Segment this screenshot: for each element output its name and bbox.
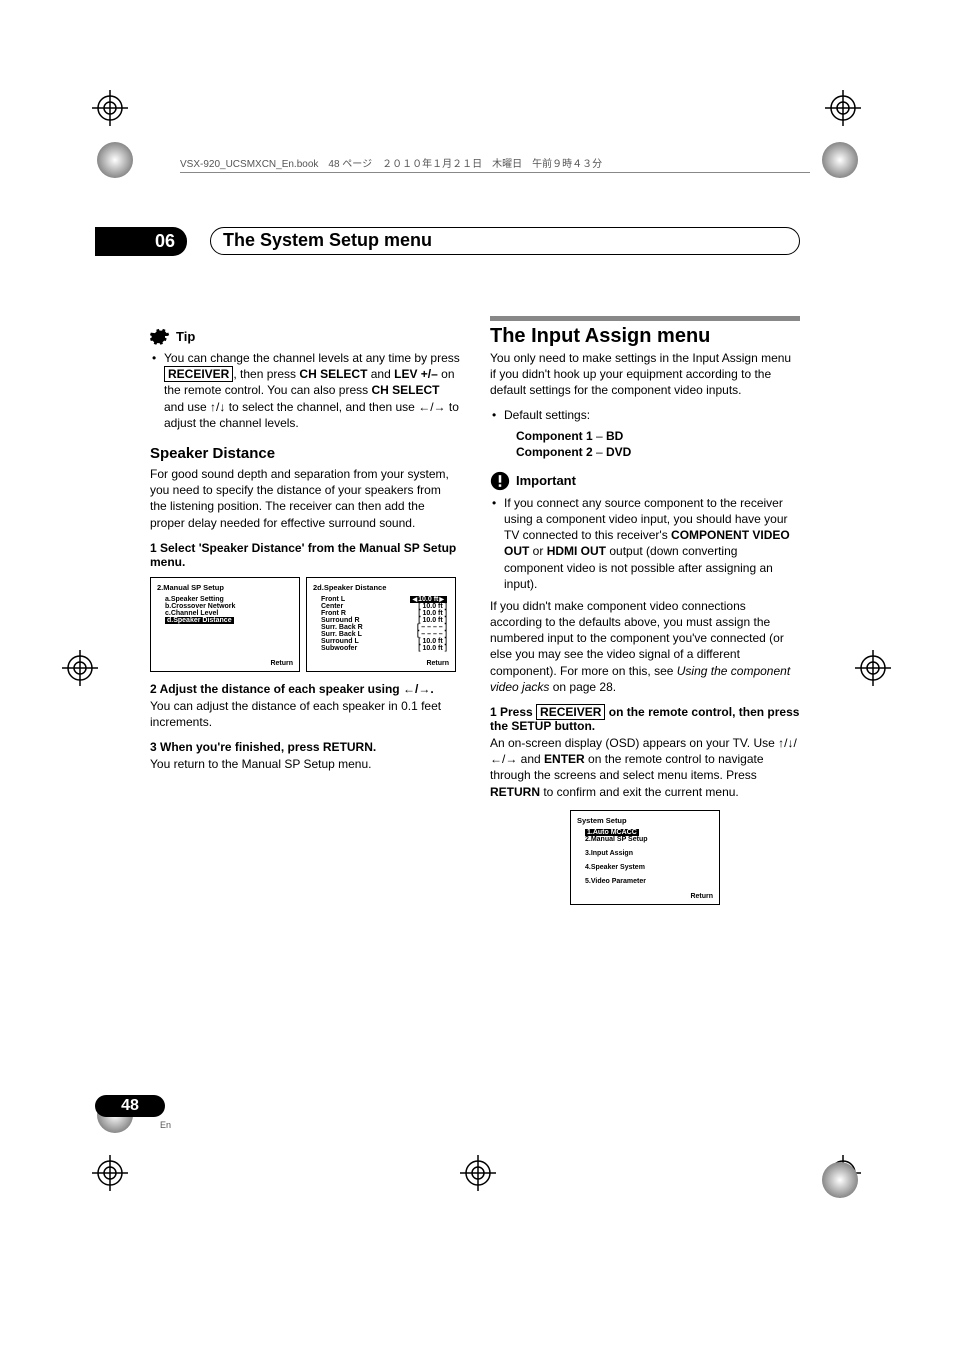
right-column: The Input Assign menu You only need to m…: [490, 326, 800, 905]
exclamation-icon: [490, 471, 510, 491]
osd-manual-sp-setup: 2.Manual SP Setup a.Speaker Setting b.Cr…: [150, 577, 300, 672]
chapter-title: The System Setup menu: [223, 230, 432, 250]
corner-circle-icon: [820, 140, 860, 180]
important-label: Important: [516, 473, 576, 488]
up-arrow-icon: ↑: [778, 736, 784, 750]
defaults-bullet: Default settings:: [504, 407, 800, 423]
right-step-1: 1 Press RECEIVER on the remote control, …: [490, 705, 800, 733]
para-component-assign: If you didn't make component video conne…: [490, 598, 800, 695]
left-arrow-icon: ←: [490, 752, 502, 766]
gear-icon: [150, 326, 170, 346]
right-arrow-icon: →: [418, 682, 430, 696]
reg-mark-icon: [855, 650, 891, 686]
input-assign-heading: The Input Assign menu: [490, 316, 800, 348]
tip-bullet: You can change the channel levels at any…: [164, 350, 460, 431]
left-arrow-icon: ←: [418, 400, 430, 414]
step-3: 3 When you're finished, press RETURN.: [150, 740, 460, 754]
reg-mark-icon: [460, 1155, 496, 1191]
reg-mark-icon: [92, 1155, 128, 1191]
step-2: 2 Adjust the distance of each speaker us…: [150, 682, 460, 696]
chapter-bar: 06 The System Setup menu: [150, 230, 800, 256]
sd-intro: For good sound depth and separation from…: [150, 466, 460, 531]
right-arrow-icon: →: [434, 400, 446, 414]
page-lang: En: [160, 1120, 171, 1130]
osd-system-setup: System Setup 1.Auto MCACC2.Manual SP Set…: [570, 810, 720, 905]
osd-speaker-distance: 2d.Speaker Distance Front L10.0 ftCenter…: [306, 577, 456, 672]
important-bullet: If you connect any source component to t…: [504, 495, 800, 592]
corner-circle-icon: [95, 140, 135, 180]
left-column: Tip You can change the channel levels at…: [150, 326, 460, 905]
reg-mark-icon: [825, 90, 861, 126]
step-1: 1 Select 'Speaker Distance' from the Man…: [150, 541, 460, 569]
receiver-key: RECEIVER: [536, 704, 605, 720]
component-1-line: Component 1 – BD: [516, 429, 800, 443]
input-assign-intro: You only need to make settings in the In…: [490, 350, 800, 399]
step-3-body: You return to the Manual SP Setup menu.: [150, 756, 460, 772]
reg-mark-icon: [62, 650, 98, 686]
right-arrow-icon: →: [505, 752, 517, 766]
book-header: VSX-920_UCSMXCN_En.book 48 ページ ２０１０年１月２１…: [180, 155, 810, 173]
speaker-distance-heading: Speaker Distance: [150, 445, 460, 462]
up-arrow-icon: ↑: [210, 400, 216, 414]
component-2-line: Component 2 – DVD: [516, 445, 800, 459]
down-arrow-icon: ↓: [787, 736, 793, 750]
tip-label: Tip: [176, 329, 195, 344]
receiver-key: RECEIVER: [164, 366, 233, 382]
page-number: 48: [95, 1095, 165, 1117]
step-2-body: You can adjust the distance of each spea…: [150, 698, 460, 730]
chapter-number: 06: [95, 227, 187, 256]
right-step-1-body: An on-screen display (OSD) appears on yo…: [490, 735, 800, 800]
corner-circle-icon: [820, 1160, 860, 1200]
left-arrow-icon: ←: [403, 682, 415, 696]
reg-mark-icon: [92, 90, 128, 126]
